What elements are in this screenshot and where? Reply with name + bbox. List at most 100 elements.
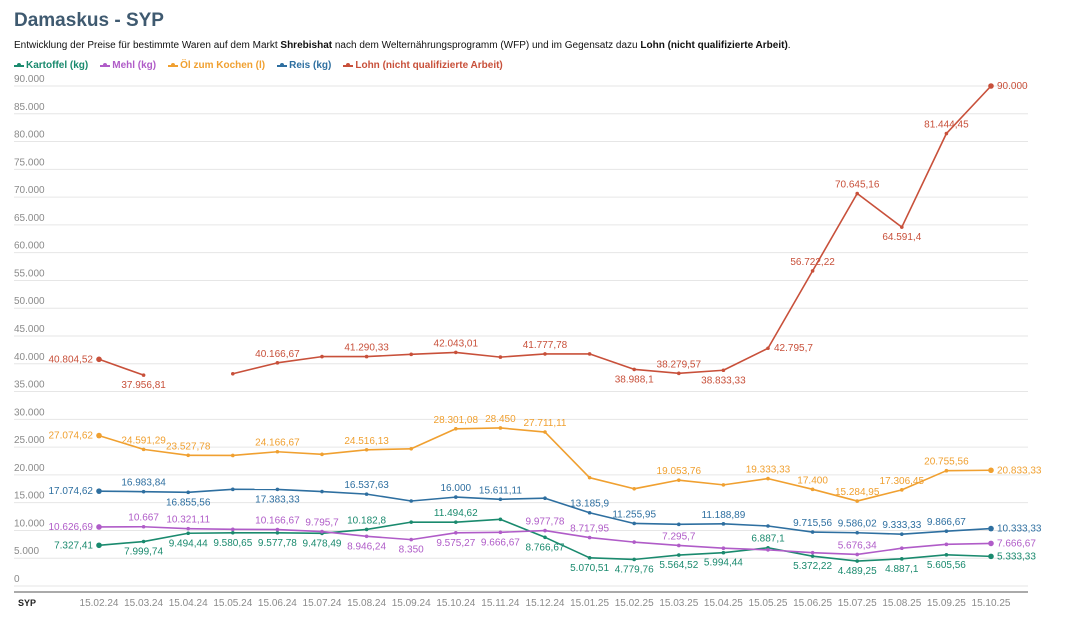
data-point xyxy=(454,495,458,499)
data-point xyxy=(543,535,547,540)
data-point xyxy=(721,546,726,551)
data-point xyxy=(766,476,770,481)
series-line-segment xyxy=(767,525,813,533)
data-label: 11.494,62 xyxy=(434,508,478,519)
data-point xyxy=(186,526,190,531)
legend-item[interactable]: Mehl (kg) xyxy=(100,60,156,71)
legend-item[interactable]: Lohn (nicht qualifizierte Arbeit) xyxy=(343,60,503,71)
data-point xyxy=(186,490,190,495)
x-tick-label: 15.10.25 xyxy=(972,598,1011,609)
data-point xyxy=(96,488,102,494)
x-tick-label: 15.09.25 xyxy=(927,598,966,609)
data-point xyxy=(364,447,369,452)
y-tick-label: 40.000 xyxy=(14,352,45,363)
data-label: 10.626,69 xyxy=(49,522,94,533)
series-line-segment xyxy=(98,540,144,547)
data-point xyxy=(766,346,770,351)
legend-label: Reis (kg) xyxy=(289,60,332,71)
data-point xyxy=(231,530,235,535)
data-label: 17.400 xyxy=(797,475,828,486)
y-tick-label: 15.000 xyxy=(14,491,45,502)
series-line-segment xyxy=(812,555,858,562)
data-point xyxy=(721,368,726,373)
data-point xyxy=(320,452,324,457)
data-label: 56.722,22 xyxy=(790,257,835,268)
data-label: 13.185,9 xyxy=(570,499,609,510)
data-label: 17.074,62 xyxy=(49,486,94,497)
data-label: 8.717,95 xyxy=(570,524,609,535)
data-point xyxy=(721,522,726,526)
data-point xyxy=(810,487,815,492)
legend-marker xyxy=(277,62,288,67)
data-point xyxy=(587,510,592,515)
data-point xyxy=(498,497,503,502)
x-tick-label: 15.05.24 xyxy=(213,598,252,609)
series-line-segment xyxy=(500,427,546,433)
data-point xyxy=(677,371,681,376)
legend-item[interactable]: Kartoffel (kg) xyxy=(14,60,88,71)
series-line-segment xyxy=(455,496,501,501)
y-tick-label: 5.000 xyxy=(14,546,39,557)
data-label: 9.333,33 xyxy=(882,520,921,531)
series-line-segment xyxy=(544,431,591,479)
data-label: 9.580,65 xyxy=(213,538,252,549)
data-label: 5.994,44 xyxy=(704,558,743,569)
data-point xyxy=(141,489,146,494)
series-line-segment xyxy=(857,558,902,562)
data-label: 4.489,25 xyxy=(838,566,877,577)
data-point xyxy=(677,478,681,482)
data-label: 38.833,33 xyxy=(701,375,746,386)
series-line-segment xyxy=(544,536,590,559)
series-line-segment xyxy=(277,531,323,535)
series-line-segment xyxy=(812,488,858,502)
series-line-segment xyxy=(767,549,813,554)
data-point xyxy=(275,530,280,535)
data-label: 10.667 xyxy=(128,513,159,524)
data-point xyxy=(587,352,592,356)
data-point xyxy=(677,543,681,548)
data-label: 9.866,67 xyxy=(927,517,966,528)
data-label: 5.372,22 xyxy=(793,561,832,572)
series-line-segment xyxy=(232,362,278,375)
data-point xyxy=(900,557,904,561)
data-point xyxy=(855,191,859,196)
series-group: 10.626,69 10.667 10.321,11 10.166,67 9.795,7… xyxy=(49,513,1036,557)
data-point xyxy=(810,530,815,534)
data-point xyxy=(855,552,859,557)
legend-item[interactable]: Reis (kg) xyxy=(277,60,331,71)
data-point xyxy=(632,521,636,526)
series-line-segment xyxy=(723,547,769,551)
x-tick-label: 15.07.24 xyxy=(303,598,342,609)
data-label: 8.946,24 xyxy=(347,541,386,552)
series-line-segment xyxy=(188,488,233,494)
data-point xyxy=(944,529,949,533)
series-line-segment xyxy=(455,518,501,523)
legend-item[interactable]: Öl zum Kochen (l) xyxy=(168,60,265,71)
data-label: 7.327,41 xyxy=(54,540,93,551)
data-point xyxy=(855,499,859,503)
data-label: 42.795,7 xyxy=(774,343,813,354)
data-point xyxy=(766,548,770,552)
data-label: 9.494,44 xyxy=(169,538,208,549)
data-label: 41.777,78 xyxy=(523,340,568,351)
series-line-segment xyxy=(678,479,724,486)
data-point xyxy=(454,350,458,355)
series-line-segment xyxy=(723,477,769,486)
data-point xyxy=(364,354,369,359)
data-label: 28.450 xyxy=(485,414,516,425)
series-line-segment xyxy=(366,493,412,502)
x-tick-label: 15.02.24 xyxy=(80,598,119,609)
legend-marker xyxy=(343,62,354,67)
data-label: 9.795,7 xyxy=(305,518,339,529)
data-label: 4.887,1 xyxy=(885,564,919,575)
data-point xyxy=(543,496,547,501)
data-point xyxy=(96,524,102,530)
data-label: 16.000 xyxy=(441,483,472,494)
data-point xyxy=(96,356,102,363)
data-point xyxy=(900,488,904,492)
data-point xyxy=(721,550,726,555)
series-line-segment xyxy=(366,447,412,451)
data-point xyxy=(275,449,280,454)
series-line-segment xyxy=(723,347,769,371)
data-label: 41.290,33 xyxy=(344,343,389,354)
